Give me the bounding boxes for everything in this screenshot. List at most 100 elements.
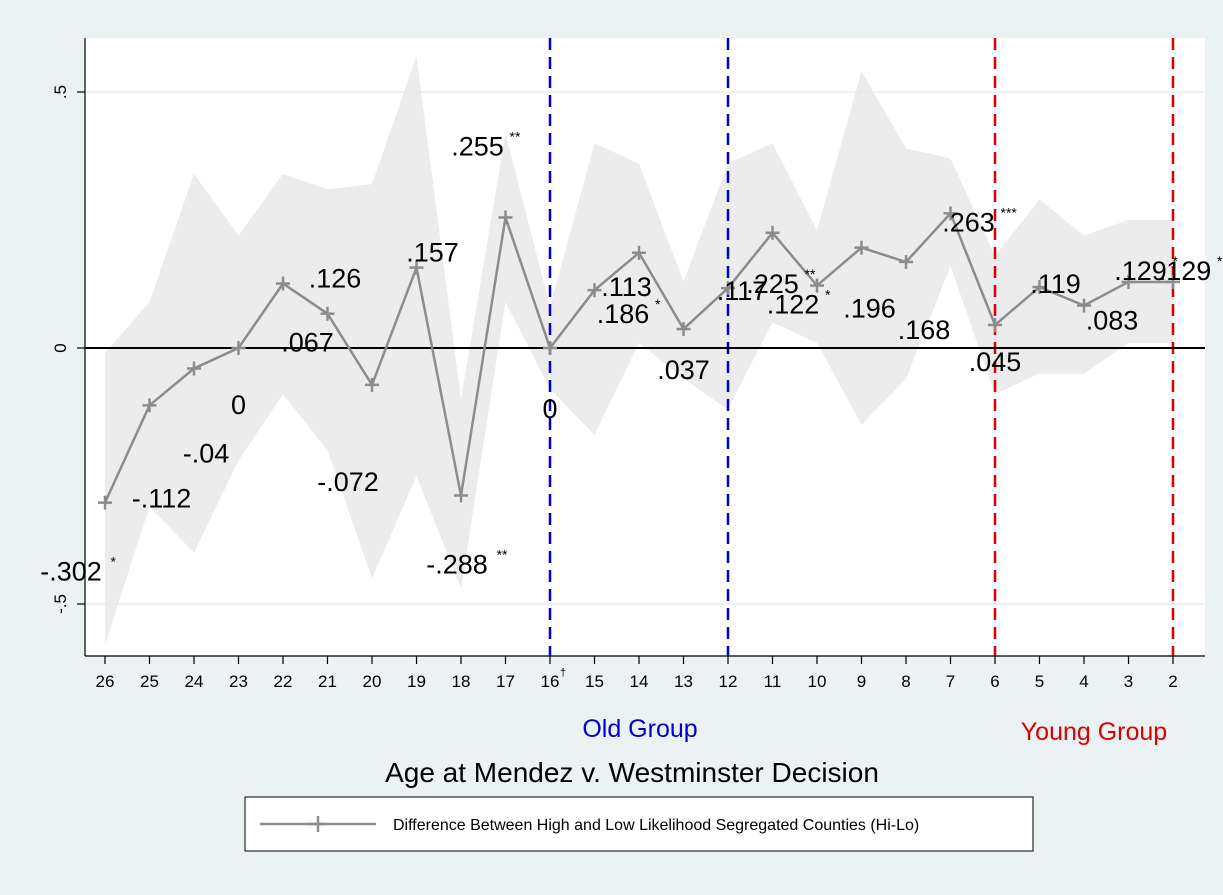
data-label: .119: [1030, 269, 1081, 299]
data-point-marker: [187, 361, 201, 376]
significance-mark: *: [1173, 253, 1179, 269]
data-point-marker: [98, 495, 112, 510]
significance-mark: *: [111, 554, 117, 570]
legend: Difference Between High and Low Likeliho…: [244, 796, 1034, 852]
data-label: -.04: [183, 438, 230, 468]
grid-layer: [85, 91, 1205, 605]
data-point-marker: [1032, 280, 1047, 295]
axis-layer: 26 25 24 23 22 21 20 19 18 17 16 † 15 14 13 12 11 10 9 8 7 6 5…: [51, 38, 1205, 691]
significance-mark: **: [510, 128, 521, 144]
x-tick-label: 17: [496, 672, 515, 691]
data-label: .263: [942, 207, 995, 237]
data-point-marker: [454, 488, 468, 503]
data-label: .186: [597, 299, 650, 329]
x-tick-label: 22: [274, 672, 293, 691]
data-point-marker: [1121, 274, 1136, 289]
data-point-marker: [943, 206, 958, 221]
data-point-marker: [721, 281, 735, 296]
data-label: .126: [309, 263, 362, 293]
data-point-marker: [409, 260, 424, 275]
x-tick-label: 4: [1079, 672, 1088, 691]
x-tick-label: 2: [1168, 672, 1177, 691]
data-label: -.288: [426, 549, 488, 579]
legend-box: [244, 796, 1034, 852]
x-tick-label: 23: [229, 672, 248, 691]
data-point-marker: [498, 210, 513, 225]
data-label: -.112: [132, 483, 192, 513]
confidence-band: [105, 56, 1173, 645]
young-group-label: Young Group: [1021, 718, 1167, 746]
significance-mark: **: [805, 266, 816, 282]
data-point-marker: [231, 341, 246, 355]
data-point-marker: [676, 322, 691, 337]
x-tick-label: 16: [541, 672, 560, 691]
data-label: .129: [1159, 256, 1212, 286]
significance-mark: *: [1217, 253, 1223, 269]
x-tick-label: 5: [1035, 672, 1044, 691]
data-labels-layer: -.302 *-.112-.040.126.067-.072.157-.288 **…: [40, 128, 1223, 586]
data-point-marker: [899, 254, 913, 269]
x-tick-label: 18: [452, 672, 471, 691]
x-tick-label: 15: [585, 672, 604, 691]
x-tick-label: 6: [990, 672, 999, 691]
data-label: .122: [767, 290, 820, 320]
data-label: -.072: [317, 467, 379, 497]
data-label: .113: [601, 272, 652, 302]
significance-mark: ***: [1001, 204, 1018, 220]
x-tick-label: 12: [719, 672, 738, 691]
group-labels-layer: Old Group Young Group: [582, 715, 1167, 746]
data-point-marker: [854, 240, 869, 255]
data-label: .168: [898, 315, 951, 345]
data-label: .117: [717, 276, 768, 306]
confidence-band-layer: [105, 56, 1173, 645]
data-label: .157: [406, 238, 459, 268]
significance-mark: **: [497, 546, 508, 562]
data-label: .196: [843, 294, 896, 324]
data-label: .045: [969, 347, 1022, 377]
legend-label: Difference Between High and Low Likeliho…: [393, 817, 919, 834]
x-axis-title: Age at Mendez v. Westminster Decision: [385, 757, 879, 788]
data-label: .225: [746, 269, 799, 299]
data-point-marker: [1166, 274, 1180, 289]
x-tick-label: 10: [808, 672, 827, 691]
data-point-marker: [276, 276, 290, 291]
data-label: .129: [1114, 256, 1167, 286]
y-tick-label: .5: [51, 85, 70, 99]
x-tick-label: 7: [946, 672, 955, 691]
x-tick-label: 24: [185, 672, 204, 691]
data-point-marker: [765, 225, 780, 240]
old-group-label: Old Group: [582, 715, 697, 743]
data-point-marker: [1077, 298, 1091, 313]
series-layer: [98, 206, 1180, 510]
x-tick-label: 11: [764, 672, 782, 691]
x-tick-label: 14: [630, 672, 649, 691]
data-label: .067: [281, 328, 334, 358]
x-tick-label: 8: [901, 672, 910, 691]
data-point-marker: [632, 245, 646, 260]
x-tick-label: 13: [674, 672, 693, 691]
y-tick-label: 0: [51, 343, 70, 352]
data-label: 0: [542, 394, 557, 424]
data-point-marker: [988, 317, 1002, 332]
x-tick-label: 20: [363, 672, 382, 691]
data-label: .037: [657, 355, 710, 385]
data-point-marker: [810, 278, 824, 293]
data-label: .083: [1086, 306, 1139, 336]
data-point-marker: [320, 306, 335, 321]
x-tick-label: 25: [140, 672, 159, 691]
data-label: .255: [451, 131, 504, 161]
data-point-marker: [365, 377, 379, 392]
data-point-marker: [587, 283, 602, 298]
x-tick-label: 3: [1124, 672, 1133, 691]
significance-mark: *: [655, 296, 661, 312]
data-point-marker: [142, 398, 157, 413]
significance-mark: *: [825, 287, 831, 303]
y-tick-label: -.5: [51, 594, 70, 614]
data-label: -.302: [40, 557, 102, 587]
data-point-marker: [543, 341, 557, 355]
x-tick-label: 9: [857, 672, 866, 691]
x-tick-label: 26: [96, 672, 115, 691]
x-tick-superscript: †: [560, 667, 566, 679]
